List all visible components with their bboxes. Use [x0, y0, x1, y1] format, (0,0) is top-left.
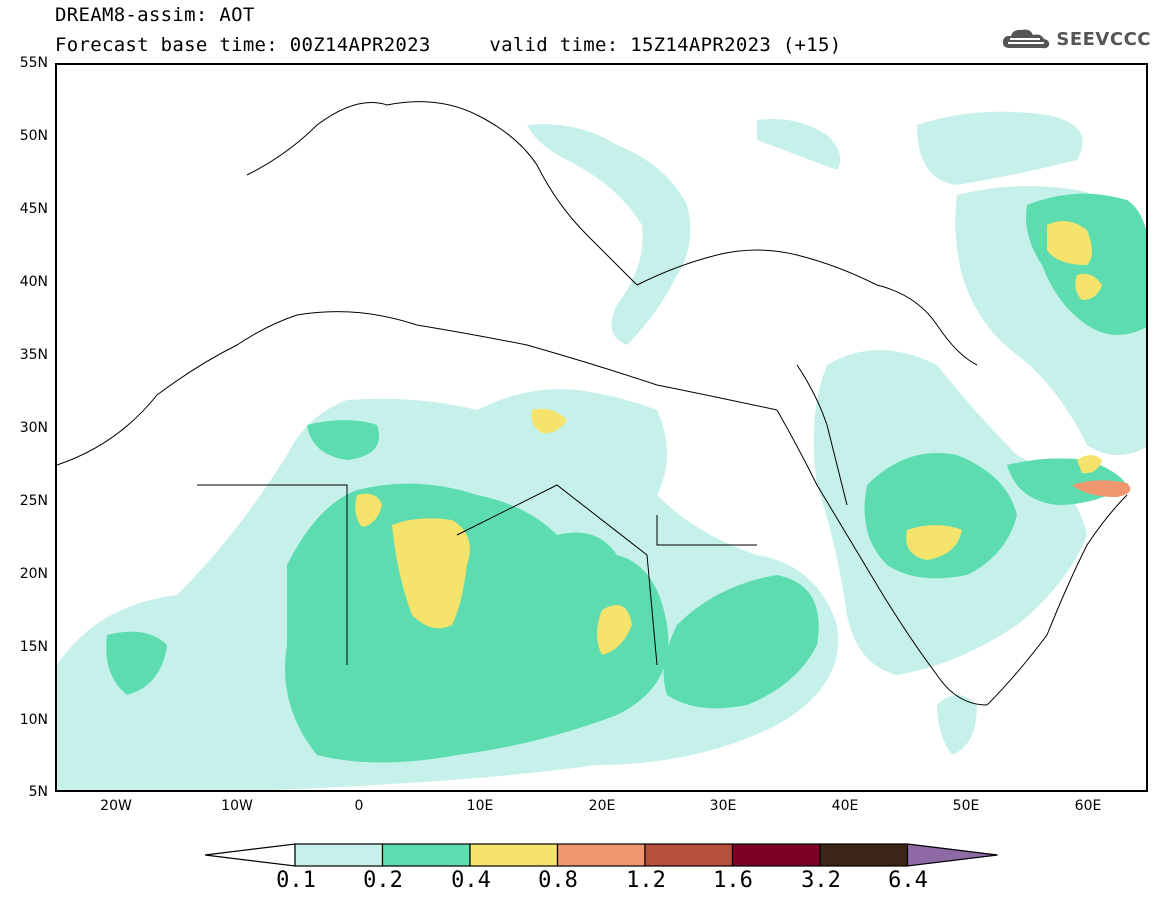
lat-label: 20N — [19, 566, 48, 582]
colorbar-label: 6.4 — [888, 868, 928, 893]
aot-map — [57, 101, 1146, 790]
lon-label: 50E — [952, 798, 980, 814]
colorbar-label: 0.4 — [451, 868, 491, 893]
map-outlines — [57, 101, 1128, 706]
map-area — [55, 63, 1148, 792]
cloud-icon — [1003, 29, 1050, 49]
colorbar-segment — [205, 843, 296, 867]
colorbar-label: 0.8 — [538, 868, 578, 893]
colorbar-segment — [556, 843, 646, 867]
lon-label: 20W — [100, 798, 132, 814]
lat-label: 35N — [19, 347, 48, 363]
forecast-time-line: Forecast base time: 00Z14APR2023 valid t… — [55, 34, 842, 56]
colorbar — [205, 843, 998, 867]
lat-label: 50N — [19, 128, 48, 144]
colorbar-segment — [294, 843, 384, 867]
colorbar-segment — [906, 843, 998, 867]
lat-label: 55N — [19, 55, 48, 71]
lat-label: 10N — [19, 712, 48, 728]
aot-band-0-4 — [355, 221, 1102, 655]
lon-label: 10E — [466, 798, 494, 814]
map-title: DREAM8-assim: AOT — [55, 4, 255, 26]
aot-band-0-2 — [106, 193, 1146, 763]
colorbar-label: 3.2 — [801, 868, 841, 893]
lat-label: 40N — [19, 274, 48, 290]
colorbar-label: 1.6 — [713, 868, 753, 893]
colorbar-segment — [469, 843, 559, 867]
lon-label: 60E — [1074, 798, 1102, 814]
lat-label: 25N — [19, 493, 48, 509]
colorbar-segment — [644, 843, 734, 867]
aot-band-0-8 — [1072, 480, 1131, 497]
lat-label: 30N — [19, 420, 48, 436]
colorbar-segment — [731, 843, 821, 867]
colorbar-label: 1.2 — [626, 868, 666, 893]
lon-label: 20E — [588, 798, 616, 814]
lat-label: 15N — [19, 639, 48, 655]
lon-label: 10W — [221, 798, 253, 814]
lon-label: 30E — [709, 798, 737, 814]
colorbar-label: 0.2 — [363, 868, 403, 893]
colorbar-label: 0.1 — [276, 868, 316, 893]
logo-text: SEEVCCC — [1056, 28, 1151, 50]
lat-label: 5N — [28, 784, 48, 800]
lon-label: 40E — [831, 798, 859, 814]
colorbar-segment — [819, 843, 909, 867]
lon-label: 0 — [354, 798, 364, 814]
lat-label: 45N — [19, 201, 48, 217]
colorbar-segment — [381, 843, 471, 867]
seevccc-logo: SEEVCCC — [1000, 26, 1151, 52]
